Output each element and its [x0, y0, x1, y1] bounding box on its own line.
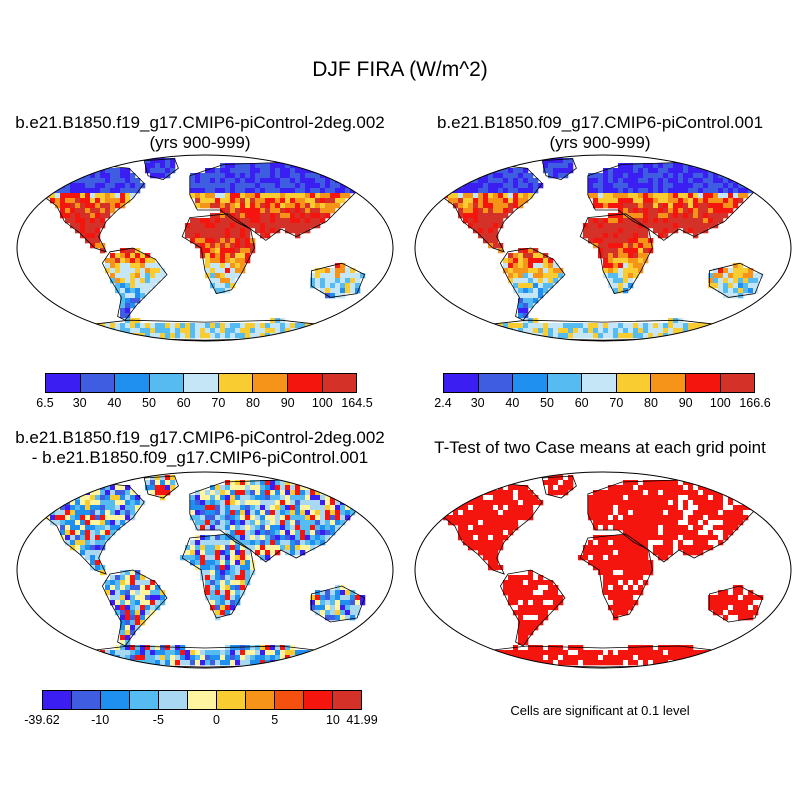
colorbar-tick-label: 90 [678, 396, 693, 410]
panel1-title-line2: (yrs 900-999) [149, 133, 251, 152]
colorbar-swatch [218, 374, 254, 392]
colorbar-swatch [253, 374, 288, 392]
colorbar-swatch [46, 374, 81, 392]
colorbar-swatch [72, 691, 101, 709]
panel2-title-line2: (yrs 900-999) [549, 133, 651, 152]
colorbar-tick-label: 41.99 [346, 713, 378, 727]
map-frame [414, 154, 792, 342]
colorbar-swatch [720, 374, 755, 392]
map-frame [16, 154, 394, 342]
significance-note: Cells are significant at 0.1 level [510, 703, 690, 718]
panel4-title: T-Test of two Case means at each grid po… [405, 438, 795, 458]
panel4-title-line1: T-Test of two Case means at each grid po… [434, 438, 766, 457]
colorbar-swatch [246, 691, 275, 709]
panel1-title: b.e21.B1850.f19_g17.CMIP6-piControl-2deg… [5, 113, 395, 153]
colorbar-tick-label: 30 [470, 396, 485, 410]
colorbar-swatch [547, 374, 583, 392]
colorbar-swatch [43, 691, 72, 709]
colorbar-swatch [188, 691, 217, 709]
colorbar-panel-1 [45, 373, 357, 393]
colorbar-tick-label: 6.5 [36, 396, 54, 410]
map-panel-2 [414, 154, 792, 342]
map-panel-3 [16, 471, 394, 669]
colorbar-tick-label: 0 [213, 713, 221, 727]
colorbar-tick-label: -39.62 [24, 713, 60, 727]
colorbar-tick-label: 70 [609, 396, 624, 410]
colorbar-tick-label: 60 [574, 396, 589, 410]
colorbar-tick-label: 30 [72, 396, 87, 410]
colorbar-swatch [651, 374, 686, 392]
colorbar-swatch [149, 374, 185, 392]
colorbar-tick-label: 50 [540, 396, 554, 410]
colorbar-swatch [616, 374, 652, 392]
colorbar-swatch [322, 374, 357, 392]
map-panel-1 [16, 154, 394, 342]
map-grid-cells [433, 158, 764, 339]
colorbar-tick-label: 80 [246, 396, 260, 410]
colorbar-swatch [444, 374, 479, 392]
colorbar-swatch [333, 691, 361, 709]
panel1-title-line1: b.e21.B1850.f19_g17.CMIP6-piControl-2deg… [15, 113, 385, 132]
colorbar-tick-label: -10 [91, 713, 110, 727]
colorbar-tick-label: 40 [107, 396, 122, 410]
panel3-title-line1: b.e21.B1850.f19_g17.CMIP6-piControl-2deg… [15, 428, 385, 447]
colorbar-tick-label: -5 [152, 713, 164, 727]
main-title: DJF FIRA (W/m^2) [312, 58, 488, 81]
colorbar-tick-label: 166.6 [739, 396, 771, 410]
colorbar-tick-label: 90 [280, 396, 295, 410]
colorbar-tick-label: 100 [311, 396, 333, 410]
colorbar-tick-label: 50 [142, 396, 156, 410]
colorbar-swatch [275, 691, 304, 709]
map-frame [16, 471, 394, 669]
colorbar-swatch [582, 374, 617, 392]
panel2-title-line1: b.e21.B1850.f09_g17.CMIP6-piControl.001 [436, 113, 764, 132]
colorbar-swatch [287, 374, 323, 392]
colorbar-swatch [685, 374, 721, 392]
panel3-title-line2: - b.e21.B1850.f09_g17.CMIP6-piControl.00… [31, 448, 369, 467]
colorbar-swatch [513, 374, 548, 392]
map-frame [414, 471, 792, 669]
colorbar-swatch [80, 374, 116, 392]
map-panel-4 [414, 471, 792, 669]
colorbar-tick-label: 60 [176, 396, 191, 410]
colorbar-panel-3 [42, 690, 362, 710]
colorbar-tick-label: 5 [271, 713, 279, 727]
map-grid-cells [35, 475, 366, 666]
map-grid-cells [35, 158, 366, 339]
colorbar-tick-label: 164.5 [341, 396, 373, 410]
panel3-title: b.e21.B1850.f19_g17.CMIP6-piControl-2deg… [5, 428, 395, 468]
colorbar-tick-label: 100 [709, 396, 731, 410]
colorbar-tick-label: 2.4 [434, 396, 452, 410]
colorbar-swatch [130, 691, 159, 709]
colorbar-swatch [101, 691, 130, 709]
colorbar-tick-label: 70 [211, 396, 226, 410]
colorbar-tick-label: 80 [644, 396, 658, 410]
colorbar-panel-2 [443, 373, 755, 393]
colorbar-swatch [304, 691, 333, 709]
colorbar-swatch [159, 691, 188, 709]
colorbar-swatch [115, 374, 150, 392]
colorbar-tick-label: 10 [325, 713, 340, 727]
colorbar-swatch [184, 374, 219, 392]
panel2-title: b.e21.B1850.f09_g17.CMIP6-piControl.001 … [405, 113, 795, 153]
colorbar-swatch [217, 691, 246, 709]
colorbar-tick-label: 40 [505, 396, 520, 410]
colorbar-swatch [478, 374, 514, 392]
